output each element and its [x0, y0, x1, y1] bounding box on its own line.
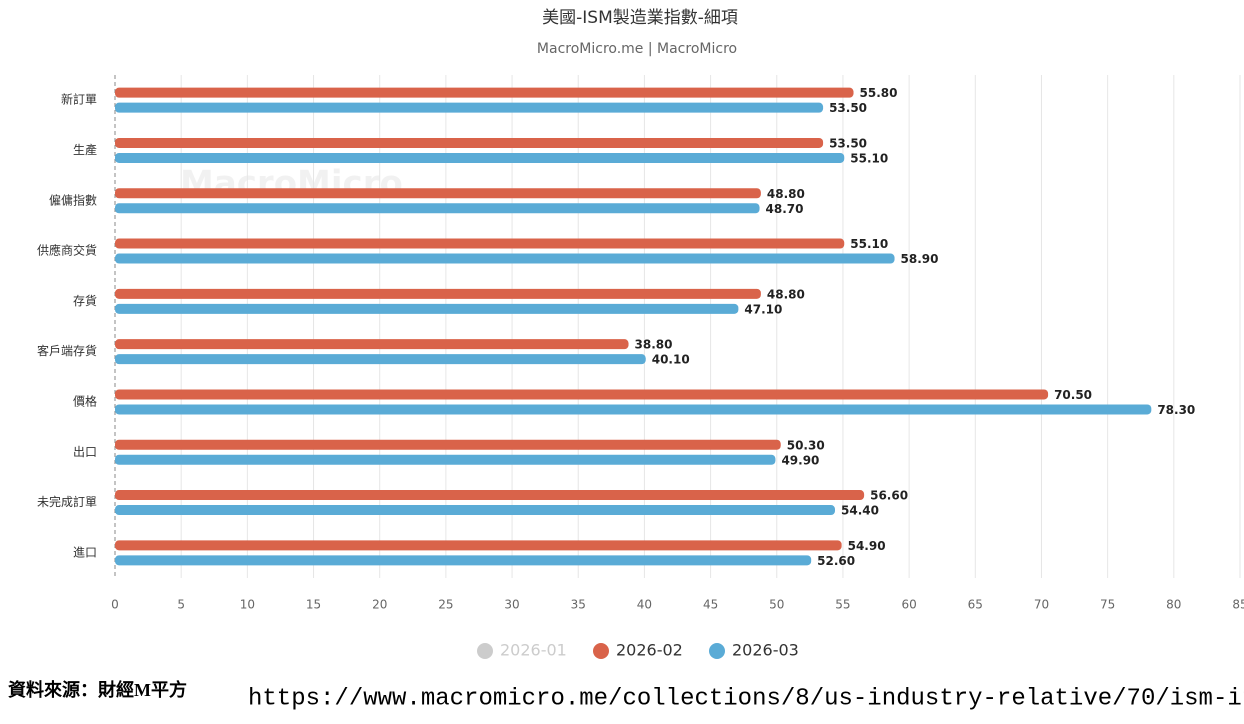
x-tick-label: 40 [637, 598, 652, 612]
bar [115, 540, 842, 551]
bar [115, 404, 1152, 415]
x-tick-label: 80 [1166, 598, 1181, 612]
value-label: 48.80 [767, 187, 805, 201]
x-tick-label: 25 [438, 598, 453, 612]
bar [115, 439, 781, 450]
category-label: 僱傭指數 [49, 192, 97, 207]
bar [115, 253, 895, 264]
bar [115, 203, 760, 214]
legend-label[interactable]: 2026-02 [616, 641, 683, 660]
category-label: 新訂單 [61, 92, 97, 107]
bar [115, 137, 824, 148]
bar [115, 354, 646, 365]
value-label: 49.90 [781, 453, 819, 467]
bar [115, 505, 835, 516]
bar [115, 454, 776, 465]
x-tick-label: 75 [1100, 598, 1115, 612]
category-label: 未完成訂單 [37, 494, 97, 509]
bar [115, 389, 1049, 400]
bar [115, 102, 824, 113]
url: https://www.macromicro.me/collections/8/… [248, 685, 1244, 712]
value-label: 78.30 [1157, 403, 1195, 417]
legend-label[interactable]: 2026-01 [500, 641, 567, 660]
x-tick-label: 55 [835, 598, 850, 612]
x-tick-label: 5 [177, 598, 185, 612]
x-tick-label: 30 [504, 598, 519, 612]
value-label: 54.40 [841, 504, 879, 518]
category-label: 存貨 [73, 293, 97, 308]
bar [115, 152, 845, 163]
legend-marker[interactable] [477, 643, 493, 659]
value-label: 52.60 [817, 554, 855, 568]
x-tick-label: 45 [703, 598, 718, 612]
x-tick-label: 20 [372, 598, 387, 612]
x-tick-label: 35 [571, 598, 586, 612]
value-label: 48.80 [767, 287, 805, 301]
x-tick-label: 15 [306, 598, 321, 612]
x-tick-label: 65 [968, 598, 983, 612]
category-label: 出口 [73, 445, 97, 459]
bar [115, 303, 739, 314]
chart-title: 美國-ISM製造業指數-細項 [542, 8, 738, 28]
bar [115, 87, 854, 98]
value-label: 48.70 [766, 202, 804, 216]
category-label: 生產 [73, 142, 97, 157]
value-label: 58.90 [901, 252, 939, 266]
bar [115, 188, 761, 199]
value-label: 70.50 [1054, 388, 1092, 402]
category-label: 供應商交貨 [37, 243, 97, 258]
x-tick-label: 10 [240, 598, 255, 612]
category-label: 客戶端存貨 [37, 343, 97, 358]
value-label: 40.10 [652, 353, 690, 367]
legend-marker[interactable] [593, 643, 609, 659]
value-label: 53.50 [829, 101, 867, 115]
legend-label[interactable]: 2026-03 [732, 641, 799, 660]
bar [115, 555, 812, 566]
bar [115, 339, 629, 350]
x-tick-label: 85 [1232, 598, 1244, 612]
x-tick-label: 60 [901, 598, 916, 612]
value-label: 54.90 [848, 539, 886, 553]
value-label: 38.80 [635, 338, 673, 352]
value-label: 56.60 [870, 489, 908, 503]
value-label: 47.10 [744, 302, 782, 316]
x-tick-label: 0 [111, 598, 119, 612]
bar [115, 490, 865, 501]
bar [115, 238, 845, 249]
bar [115, 288, 761, 299]
source: 資料來源：財經M平方 [8, 679, 187, 700]
value-label: 55.80 [860, 86, 898, 100]
chart-subtitle: MacroMicro.me | MacroMicro [537, 41, 737, 57]
x-tick-label: 50 [769, 598, 784, 612]
category-label: 價格 [73, 393, 97, 408]
x-tick-label: 70 [1034, 598, 1049, 612]
value-label: 50.30 [787, 438, 825, 452]
legend-marker[interactable] [709, 643, 725, 659]
category-label: 進口 [73, 545, 97, 559]
value-label: 55.10 [850, 151, 888, 165]
value-label: 55.10 [850, 237, 888, 251]
value-label: 53.50 [829, 136, 867, 150]
